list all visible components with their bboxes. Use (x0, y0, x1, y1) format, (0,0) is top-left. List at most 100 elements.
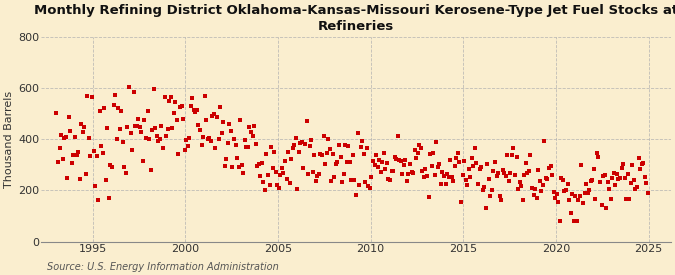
Point (283, 150, 294, 154)
Point (602, 180, 613, 184)
Point (385, 178, 396, 182)
Point (219, 163, 230, 168)
Point (589, 167, 599, 171)
Point (420, 167, 431, 171)
Point (66, 161, 77, 165)
Point (408, 170, 418, 175)
Point (116, 109, 127, 113)
Point (184, 136, 194, 141)
Point (127, 148, 138, 153)
Point (363, 184, 374, 189)
Point (396, 159, 406, 163)
Point (443, 175, 454, 179)
Title: Monthly Refining District Oklahoma-Kansas-Missouri Kerosene-Type Jet Fuel Stocks: Monthly Refining District Oklahoma-Kansa… (34, 4, 675, 33)
Point (325, 146, 335, 151)
Point (333, 143, 344, 147)
Point (114, 127, 125, 131)
Point (435, 182, 446, 186)
Point (179, 147, 190, 152)
Point (583, 191, 593, 196)
Point (573, 197, 584, 202)
Point (612, 172, 622, 176)
Point (92, 198, 103, 203)
Point (531, 196, 542, 200)
Point (479, 185, 489, 189)
Point (354, 183, 364, 188)
Point (627, 163, 638, 167)
Point (62, 176, 73, 180)
Point (108, 103, 119, 107)
Point (556, 176, 567, 180)
Point (481, 206, 491, 211)
Point (125, 131, 136, 135)
Point (86, 95, 97, 99)
Point (101, 178, 111, 182)
Point (548, 190, 559, 194)
Point (221, 157, 232, 161)
Point (596, 203, 607, 208)
Point (215, 105, 225, 110)
Point (173, 152, 184, 156)
Point (244, 125, 255, 129)
Point (422, 173, 433, 178)
Point (167, 126, 178, 131)
Point (415, 145, 426, 150)
Point (549, 196, 560, 200)
Point (82, 94, 92, 98)
Point (355, 145, 366, 149)
Point (142, 109, 153, 113)
Point (404, 161, 415, 166)
Point (500, 173, 511, 178)
Point (99, 106, 110, 110)
Point (519, 172, 530, 177)
Point (579, 191, 590, 196)
Point (357, 139, 368, 144)
Point (234, 164, 244, 169)
Point (618, 162, 628, 167)
Point (193, 123, 204, 128)
Point (156, 124, 167, 128)
Point (626, 181, 637, 185)
Point (522, 170, 533, 175)
Point (495, 198, 506, 202)
Point (434, 161, 445, 166)
Point (212, 114, 223, 119)
Point (292, 186, 302, 191)
Point (230, 143, 241, 147)
Point (229, 137, 240, 141)
Point (295, 140, 306, 145)
Point (525, 153, 536, 157)
Point (392, 134, 403, 138)
Point (368, 159, 379, 164)
Point (429, 172, 440, 177)
Point (418, 175, 429, 179)
Point (358, 152, 369, 156)
Point (202, 137, 213, 141)
Point (537, 183, 548, 187)
Point (494, 194, 505, 198)
Point (315, 152, 326, 156)
Point (361, 146, 372, 150)
Point (499, 170, 510, 175)
Point (138, 159, 148, 163)
Point (122, 125, 133, 129)
Point (541, 176, 551, 180)
Point (391, 156, 402, 161)
Point (451, 156, 462, 161)
Point (369, 163, 380, 167)
Point (502, 153, 513, 157)
Point (352, 131, 363, 136)
Point (624, 197, 634, 202)
Point (570, 194, 580, 199)
Point (343, 144, 354, 148)
Point (51, 111, 62, 116)
Point (400, 158, 411, 162)
Point (381, 160, 392, 165)
Point (128, 89, 139, 94)
Point (394, 158, 404, 162)
Point (477, 188, 488, 192)
Point (181, 138, 192, 142)
Point (425, 152, 435, 156)
Point (113, 106, 124, 111)
Point (296, 140, 307, 144)
